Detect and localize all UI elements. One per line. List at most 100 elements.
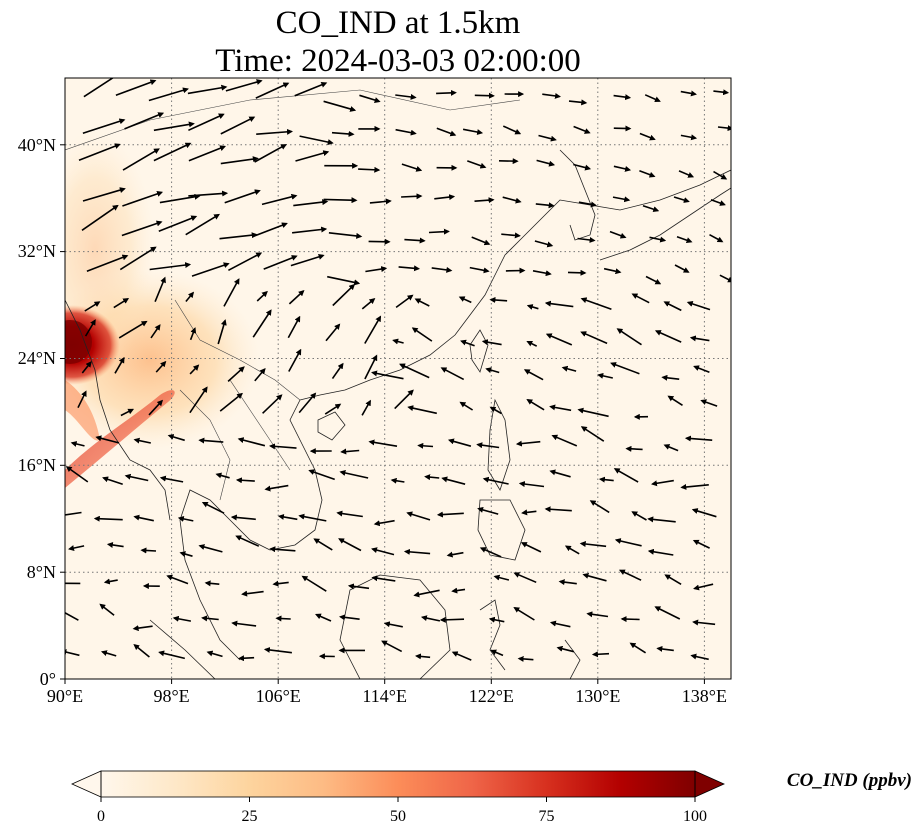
wind-arrow xyxy=(198,437,224,444)
coast-japan xyxy=(599,187,731,261)
wind-arrow xyxy=(188,145,226,162)
wind-arrow xyxy=(534,240,554,248)
map-panel xyxy=(65,78,731,679)
wind-arrow xyxy=(631,293,650,304)
wind-arrow xyxy=(81,361,92,374)
wind-arrow xyxy=(339,470,369,479)
wind-arrow xyxy=(65,611,79,621)
wind-arrow xyxy=(649,236,667,243)
wind-arrow xyxy=(331,362,344,380)
wind-arrow xyxy=(474,197,495,204)
wind-arrow xyxy=(241,590,264,597)
wind-arrow xyxy=(206,650,223,658)
wind-arrow xyxy=(404,237,426,244)
wind-arrow xyxy=(373,519,395,527)
wind-arrow xyxy=(153,121,195,132)
wind-arrow xyxy=(401,193,423,200)
wind-arrow xyxy=(255,82,290,99)
lon-tick-label: 122°E xyxy=(469,686,514,706)
wind-arrow xyxy=(294,82,328,97)
wind-arrow xyxy=(663,444,679,452)
wind-arrow xyxy=(124,112,165,130)
wind-arrow xyxy=(625,445,643,452)
wind-arrow xyxy=(224,189,261,204)
wind-arrow xyxy=(580,331,608,345)
wind-arrow xyxy=(99,603,115,616)
lon-tick-label: 106°E xyxy=(256,686,301,706)
wind-arrow xyxy=(645,275,662,285)
wind-arrow xyxy=(188,113,225,132)
wind-arrow xyxy=(458,296,472,304)
wind-arrow xyxy=(460,339,475,347)
wind-arrow xyxy=(709,233,724,243)
wind-arrow xyxy=(262,394,283,414)
wind-arrow xyxy=(591,651,610,658)
wind-arrow xyxy=(369,198,392,205)
wind-arrow xyxy=(580,297,612,310)
lon-tick-label: 138°E xyxy=(682,686,727,706)
wind-arrow xyxy=(676,235,693,244)
wind-arrow xyxy=(381,640,403,653)
wind-arrow xyxy=(114,356,125,374)
wind-arrow xyxy=(647,548,674,556)
wind-arrow xyxy=(177,515,194,522)
wind-arrow xyxy=(578,201,597,208)
wind-arrow xyxy=(253,222,288,238)
wind-arrow xyxy=(577,236,596,243)
wind-arrow xyxy=(678,170,695,178)
wind-arrow xyxy=(586,611,609,618)
wind-arrow xyxy=(65,511,82,516)
wind-arrow xyxy=(544,300,574,308)
wind-arrow xyxy=(474,92,495,99)
wind-arrow xyxy=(651,479,674,487)
wind-arrow xyxy=(201,501,225,514)
wind-arrow xyxy=(231,620,257,627)
wind-arrow xyxy=(526,340,538,347)
wind-arrow xyxy=(654,606,681,620)
wind-arrow xyxy=(603,267,622,275)
wind-arrow xyxy=(220,116,256,135)
wind-arrow xyxy=(299,135,334,146)
wind-arrow xyxy=(272,580,289,587)
wind-arrow xyxy=(513,572,537,584)
wind-arrow xyxy=(441,476,466,485)
wind-arrow xyxy=(277,514,298,521)
wind-arrow xyxy=(167,434,185,442)
wind-arrow xyxy=(124,473,149,482)
wind-arrow xyxy=(325,323,341,342)
wind-arrow xyxy=(159,193,201,204)
wind-arrow xyxy=(264,484,289,492)
wind-arrow xyxy=(663,301,682,312)
wind-arrow xyxy=(172,615,192,622)
colorbar-tick-label: 75 xyxy=(539,808,555,825)
wind-arrow xyxy=(532,270,552,277)
wind-arrow xyxy=(618,569,642,581)
lon-tick-label: 90°E xyxy=(47,686,83,706)
wind-arrow xyxy=(549,469,571,478)
wind-arrow xyxy=(256,128,293,135)
wind-arrow xyxy=(642,204,660,213)
wind-arrow xyxy=(133,514,154,522)
wind-arrow xyxy=(298,392,317,414)
wind-arrow xyxy=(719,274,731,283)
wind-arrow xyxy=(154,276,166,303)
wind-arrow xyxy=(469,266,490,274)
wind-arrow xyxy=(515,440,541,447)
wind-arrow xyxy=(106,542,124,548)
wind-arrow xyxy=(185,291,195,303)
wind-arrow xyxy=(339,614,360,621)
wind-arrow xyxy=(84,301,101,312)
wind-arrow xyxy=(549,620,571,628)
wind-arrow xyxy=(368,439,398,447)
wind-arrow xyxy=(338,538,362,552)
wind-arrow xyxy=(406,511,431,521)
colorbar-tick-label: 100 xyxy=(683,808,707,825)
colorbar-tick-label: 25 xyxy=(242,808,258,825)
wind-arrow xyxy=(115,79,157,97)
lat-tick-label: 0° xyxy=(40,669,56,689)
wind-arrow xyxy=(447,438,472,447)
wind-arrow xyxy=(103,578,118,585)
wind-arrow xyxy=(86,254,129,273)
wind-arrow xyxy=(301,575,327,592)
wind-arrow xyxy=(710,199,726,206)
